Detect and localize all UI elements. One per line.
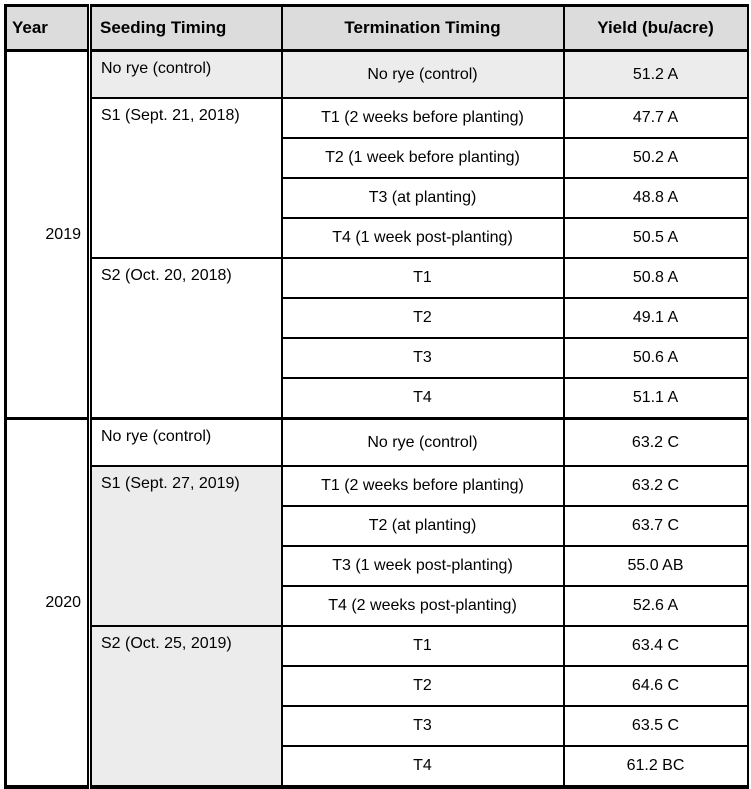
col-header-termination: Termination Timing — [280, 4, 565, 52]
table-row: S1 (Sept. 27, 2019) T1 (2 weeks before p… — [6, 465, 751, 627]
termination-cell: T2 — [280, 297, 565, 339]
cover-crop-yield-table: Year Seeding Timing Termination Timing Y… — [4, 4, 751, 789]
table-row: 2020 No rye (control) No rye (control) 6… — [4, 417, 751, 788]
termination-cell: T2 (at planting) — [280, 505, 565, 547]
termination-cell: T1 — [280, 257, 565, 299]
termination-cell: T4 — [280, 377, 565, 420]
termination-cell: No rye (control) — [280, 49, 565, 99]
table-row: T3 (at planting) 48.8 A — [6, 177, 751, 219]
table-row: T4 (2 weeks post-planting) 52.6 A — [6, 585, 751, 627]
yield-cell: 63.2 C — [562, 417, 751, 467]
year-cell: 2019 — [4, 49, 91, 420]
table-row: 2019 No rye (control) No rye (control) 5… — [4, 49, 751, 420]
table-row: T4 51.1 A — [6, 377, 751, 420]
yield-cell: 63.2 C — [562, 465, 751, 507]
table-row: T2 (1 week before planting) 50.2 A — [6, 137, 751, 179]
col-header-year: Year — [4, 4, 91, 52]
table-body: 2019 No rye (control) No rye (control) 5… — [4, 49, 751, 788]
yield-cell: 63.7 C — [562, 505, 751, 547]
seeding-cell: S2 (Oct. 20, 2018) — [87, 257, 283, 420]
seeding-cell: S2 (Oct. 25, 2019) — [87, 625, 283, 788]
col-header-yield: Yield (bu/acre) — [562, 4, 751, 52]
table-row: T3 (1 week post-planting) 55.0 AB — [6, 545, 751, 587]
yield-cell: 50.6 A — [562, 337, 751, 379]
yield-cell: 50.5 A — [562, 217, 751, 259]
table-row: T2 64.6 C — [6, 665, 751, 707]
col-header-seeding: Seeding Timing — [87, 4, 283, 52]
termination-cell: T3 — [280, 337, 565, 379]
yield-cell: 50.2 A — [562, 137, 751, 179]
table-row: S2 (Oct. 25, 2019) T1 63.4 C — [6, 625, 751, 788]
table-row: T2 (at planting) 63.7 C — [6, 505, 751, 547]
termination-cell: T4 (2 weeks post-planting) — [280, 585, 565, 627]
yield-cell: 64.6 C — [562, 665, 751, 707]
termination-cell: T3 (1 week post-planting) — [280, 545, 565, 587]
year-cell: 2020 — [4, 417, 91, 788]
termination-cell: T2 (1 week before planting) — [280, 137, 565, 179]
yield-cell: 61.2 BC — [562, 745, 751, 788]
table-row: T2 49.1 A — [6, 297, 751, 339]
yield-cell: 48.8 A — [562, 177, 751, 219]
yield-cell: 50.8 A — [562, 257, 751, 299]
termination-cell: T4 (1 week post-planting) — [280, 217, 565, 259]
termination-cell: T1 (2 weeks before planting) — [280, 465, 565, 507]
termination-cell: T3 — [280, 705, 565, 747]
yield-cell: 63.5 C — [562, 705, 751, 747]
seeding-cell: S1 (Sept. 21, 2018) — [87, 97, 283, 259]
table-row: S2 (Oct. 20, 2018) T1 50.8 A — [6, 257, 751, 420]
yield-cell: 52.6 A — [562, 585, 751, 627]
yield-cell: 55.0 AB — [562, 545, 751, 587]
table-row: T3 50.6 A — [6, 337, 751, 379]
termination-cell: T2 — [280, 665, 565, 707]
termination-cell: T3 (at planting) — [280, 177, 565, 219]
yield-cell: 49.1 A — [562, 297, 751, 339]
termination-cell: T1 — [280, 625, 565, 667]
yield-cell: 47.7 A — [562, 97, 751, 139]
seeding-cell: No rye (control) — [87, 49, 283, 99]
table-header: Year Seeding Timing Termination Timing Y… — [4, 4, 751, 52]
table-row: S1 (Sept. 21, 2018) T1 (2 weeks before p… — [6, 97, 751, 259]
termination-cell: T4 — [280, 745, 565, 788]
seeding-cell: No rye (control) — [87, 417, 283, 467]
termination-cell: T1 (2 weeks before planting) — [280, 97, 565, 139]
table-row: T4 (1 week post-planting) 50.5 A — [6, 217, 751, 259]
yield-cell: 51.2 A — [562, 49, 751, 99]
termination-cell: No rye (control) — [280, 417, 565, 467]
yield-cell: 63.4 C — [562, 625, 751, 667]
yield-cell: 51.1 A — [562, 377, 751, 420]
header-row: Year Seeding Timing Termination Timing Y… — [4, 4, 751, 52]
seeding-cell: S1 (Sept. 27, 2019) — [87, 465, 283, 627]
